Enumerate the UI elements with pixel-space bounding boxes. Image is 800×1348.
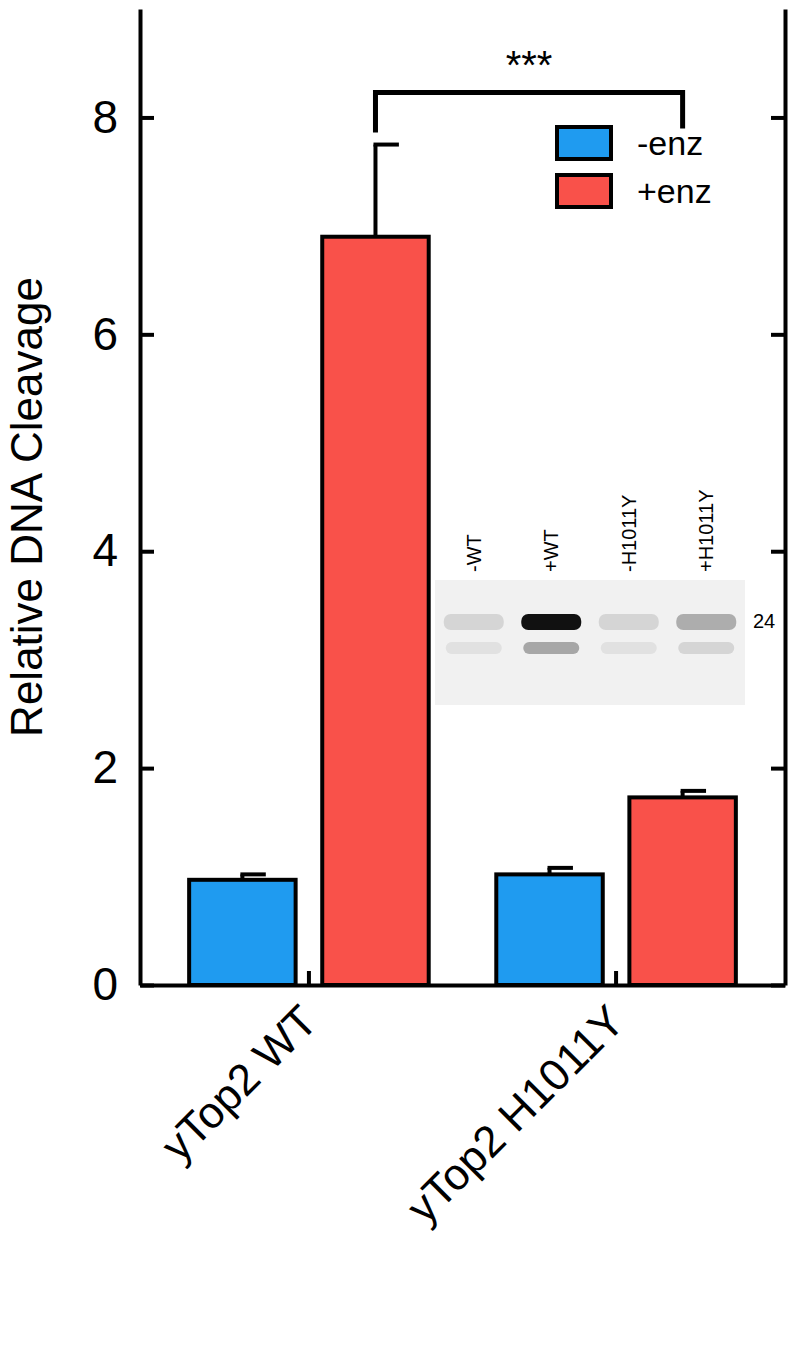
gel-band <box>444 614 504 630</box>
gel-band-lower <box>523 642 579 654</box>
bar <box>496 874 602 985</box>
y-tick-mark <box>140 116 154 120</box>
x-axis: yTop2 WT yTop2 H1011Y <box>141 971 786 1232</box>
gel-lane-label: -WT <box>463 534 485 572</box>
y-tick-label: 6 <box>92 308 118 360</box>
y-tick-label: 8 <box>92 91 118 143</box>
y-tick-right <box>771 334 785 335</box>
y-tick-right <box>771 768 785 769</box>
x-tick-mark <box>307 971 311 985</box>
bar-series <box>322 145 736 985</box>
gel-band-lower <box>678 642 734 654</box>
y-tick-right <box>771 117 785 118</box>
y-tick-mark <box>771 333 785 337</box>
gel-band <box>521 614 581 630</box>
legend-swatch <box>557 175 611 207</box>
x-axis-line <box>141 984 786 988</box>
error-cap <box>240 872 265 876</box>
legend-label: +enz <box>637 172 712 210</box>
y-axis-right <box>771 10 786 986</box>
legend-item: +enz <box>557 172 712 210</box>
y-tick-mark <box>771 550 785 554</box>
gel-lane-label: -H1011Y <box>618 495 640 572</box>
gel-band-lower <box>601 642 657 654</box>
legend-item: -enz <box>557 124 703 162</box>
error-cap <box>681 789 706 793</box>
gel-background <box>435 580 745 705</box>
y-tick-mark <box>140 333 154 337</box>
y-tick-label: 0 <box>92 958 118 1010</box>
y-tick: 2 <box>92 741 154 793</box>
legend-label: -enz <box>637 124 703 162</box>
y-axis: 0 2 4 6 8 <box>92 10 154 1011</box>
x-tick-label: yTop2 H1011Y <box>397 996 633 1232</box>
x-tick: yTop2 H1011Y <box>397 971 633 1232</box>
x-tick: yTop2 WT <box>151 971 326 1170</box>
error-bar <box>373 145 398 237</box>
y-axis-title: Relative DNA Cleavage <box>2 277 51 737</box>
significance-label: *** <box>506 43 553 87</box>
x-tick-mark <box>614 971 618 985</box>
inset-gel: -WT +WT -H1011Y +H1011Y 24 <box>435 490 775 705</box>
error-stem <box>373 145 377 237</box>
gel-band-label: 24 <box>753 610 775 632</box>
y-tick-mark <box>140 550 154 554</box>
y-tick: 4 <box>92 524 154 576</box>
error-cap <box>548 866 573 870</box>
y-tick: 8 <box>92 91 154 143</box>
y-tick-right <box>771 551 785 552</box>
error-cap <box>373 143 398 147</box>
bar <box>189 880 295 985</box>
legend-swatch <box>557 127 611 159</box>
gel-lane-label: +H1011Y <box>695 490 717 572</box>
y-axis-right-line <box>784 10 788 986</box>
y-tick-label: 4 <box>92 524 118 576</box>
gel-band <box>676 614 736 630</box>
gel-band <box>599 614 659 630</box>
y-tick-label: 2 <box>92 741 118 793</box>
gel-lane-label: +WT <box>540 529 562 572</box>
gel-band-lower <box>446 642 502 654</box>
bar <box>629 797 735 985</box>
bar <box>322 237 428 985</box>
legend: -enz +enz <box>557 124 712 210</box>
y-tick-mark <box>771 767 785 771</box>
significance: *** <box>375 43 682 133</box>
y-tick: 6 <box>92 308 154 360</box>
y-tick-mark <box>140 767 154 771</box>
x-tick-label: yTop2 WT <box>151 996 326 1171</box>
y-axis-line <box>139 10 143 986</box>
chart: 02468yTop2 WTyTop2 H1011YRelative DNA Cl… <box>0 0 800 1348</box>
plot-area <box>189 145 736 985</box>
y-tick-mark <box>771 116 785 120</box>
bracket <box>375 93 682 133</box>
